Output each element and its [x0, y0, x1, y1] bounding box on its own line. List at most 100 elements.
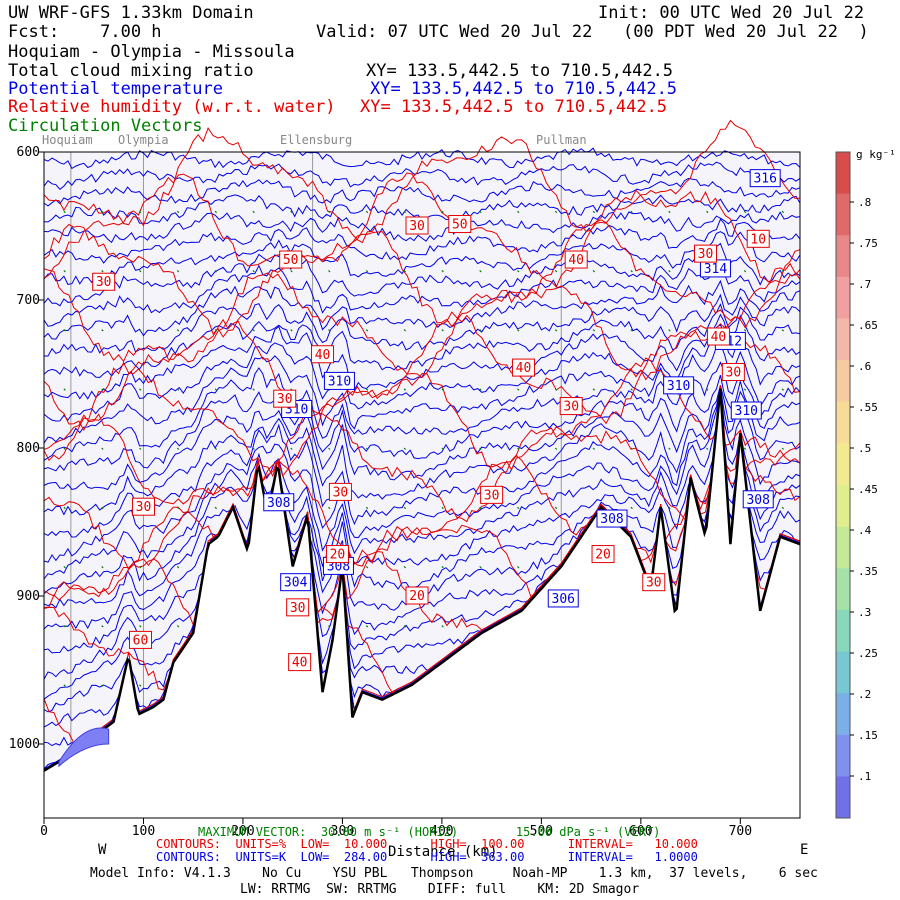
temperature-contour-1	[43, 161, 801, 190]
circulation-vector-36	[214, 269, 218, 273]
humidity-label-19: 20	[409, 589, 425, 604]
circulation-vector-68	[403, 210, 407, 214]
circulation-vector-19	[139, 269, 142, 273]
field-temperature-label: Potential temperature	[8, 79, 223, 99]
circulation-vector-69	[403, 269, 407, 273]
circulation-vector-112	[630, 388, 633, 391]
field-humidity-label: Relative humidity (w.r.t. water)	[8, 97, 336, 117]
circulation-vector-95	[517, 447, 520, 450]
humidity-label-5: 30	[698, 247, 714, 262]
temperature-label-11-box	[547, 589, 579, 608]
circulation-vector-54	[328, 329, 331, 332]
circulation-vector-125	[706, 447, 709, 450]
circulation-vector-50	[290, 447, 293, 450]
colorbar-segment-0	[836, 152, 850, 195]
circulation-vector-4	[63, 447, 66, 450]
x-tick-label-1: 100	[132, 824, 155, 839]
circulation-vector-116	[668, 269, 671, 273]
x-tick-label-3: 300	[331, 824, 354, 839]
humidity-label-19-box	[405, 586, 429, 605]
route-title: Hoquiam - Olympia - Missoula	[8, 42, 295, 62]
field-cloud-xy: XY= 133.5,442.5 to 710.5,442.5	[366, 61, 674, 81]
temperature-label-3: 310	[328, 374, 351, 389]
circulation-vector-60	[365, 210, 369, 214]
circulation-vector-10	[101, 269, 104, 273]
circulation-vector-105	[592, 269, 596, 273]
temperature-label-9-box	[742, 490, 774, 509]
temperature-contour-19	[43, 387, 801, 538]
circulation-vector-110	[630, 269, 633, 273]
temperature-label-11: 306	[552, 592, 575, 607]
circulation-vector-73	[403, 506, 407, 510]
colorbar-tick-label-9: .35	[858, 565, 878, 578]
circulation-vector-86	[479, 329, 482, 332]
y-tick-label-4: 1000	[9, 737, 40, 752]
colorbar-frame	[835, 151, 851, 819]
circulation-vector-12	[101, 388, 104, 391]
humidity-label-1: 30	[409, 219, 425, 234]
colorbar-segment-4	[836, 318, 850, 361]
temperature-label-1: 314	[704, 262, 728, 277]
temperature-label-10: 308	[327, 559, 350, 574]
circulation-vector-128	[743, 269, 747, 273]
temperature-label-12: 304	[284, 576, 308, 591]
east-marker: E	[800, 842, 809, 858]
circulation-vector-124	[706, 388, 709, 391]
colorbar-tick-label-6: .5	[858, 442, 871, 455]
circulation-vector-33	[176, 565, 180, 569]
humidity-label-4: 40	[568, 253, 584, 268]
circulation-vector-84	[479, 210, 482, 214]
circulation-vector-108	[592, 447, 596, 450]
circulation-vector-120	[668, 506, 671, 510]
forecast-hour: Fcst: 7.00 h	[8, 22, 162, 42]
humidity-label-11: 30	[277, 392, 293, 407]
circulation-vector-6	[63, 565, 66, 569]
humidity-label-17-box	[591, 545, 615, 564]
humidity-label-3-box	[279, 250, 303, 269]
colorbar-tick-label-13: .15	[858, 729, 878, 742]
circulation-vector-114	[630, 506, 633, 510]
circulation-vector-0	[63, 210, 66, 214]
circulation-vector-83	[441, 625, 444, 628]
circulation-vector-40	[214, 506, 218, 510]
circulation-vector-53	[328, 269, 331, 273]
circulation-vector-48	[290, 329, 293, 332]
humidity-label-12: 30	[563, 400, 579, 415]
humidity-label-12-box	[559, 397, 583, 416]
circulation-vector-66	[365, 565, 369, 569]
humidity-label-18-box	[642, 573, 666, 592]
circulation-vector-14	[101, 506, 104, 510]
humidity-label-6-box	[746, 229, 770, 248]
colorbar-tick-label-5: .55	[858, 401, 878, 414]
y-tick-label-2: 800	[17, 441, 40, 456]
colorbar-tick-label-12: .2	[858, 688, 871, 701]
circulation-vector-90	[479, 565, 482, 569]
circulation-vector-41	[252, 210, 255, 214]
colorbar-tick-label-1: .75	[858, 237, 878, 250]
circulation-vector-9	[101, 210, 104, 214]
plot-title: UW WRF-GFS 1.33km Domain	[8, 3, 254, 23]
temperature-label-0: 316	[753, 172, 776, 187]
humidity-label-9-box	[706, 327, 730, 346]
circulation-vector-74	[403, 565, 407, 569]
circulation-vector-79	[441, 388, 444, 391]
circulation-vector-3	[63, 388, 66, 391]
y-tick-label-3: 900	[17, 589, 40, 604]
circulation-vector-130	[743, 388, 747, 391]
temperature-label-4-box	[663, 376, 695, 395]
x-tick-label-4: 400	[430, 824, 453, 839]
circulation-vector-67	[365, 625, 369, 628]
circulation-vector-61	[365, 269, 369, 273]
colorbar-tick-label-0: .8	[858, 196, 871, 209]
terrain-outline	[43, 388, 801, 772]
circulation-vector-111	[630, 329, 633, 332]
circulation-vector-18	[139, 210, 142, 214]
circulation-vector-31	[176, 447, 180, 450]
circulation-vector-13	[101, 447, 104, 450]
humidity-label-2: 50	[452, 218, 468, 233]
field-humidity-xy: XY= 133.5,442.5 to 710.5,442.5	[360, 97, 668, 117]
colorbar-segment-5	[836, 360, 850, 403]
circulation-vector-103	[554, 506, 558, 510]
circulation-vector-37	[214, 329, 218, 332]
circulation-vector-92	[517, 269, 520, 273]
